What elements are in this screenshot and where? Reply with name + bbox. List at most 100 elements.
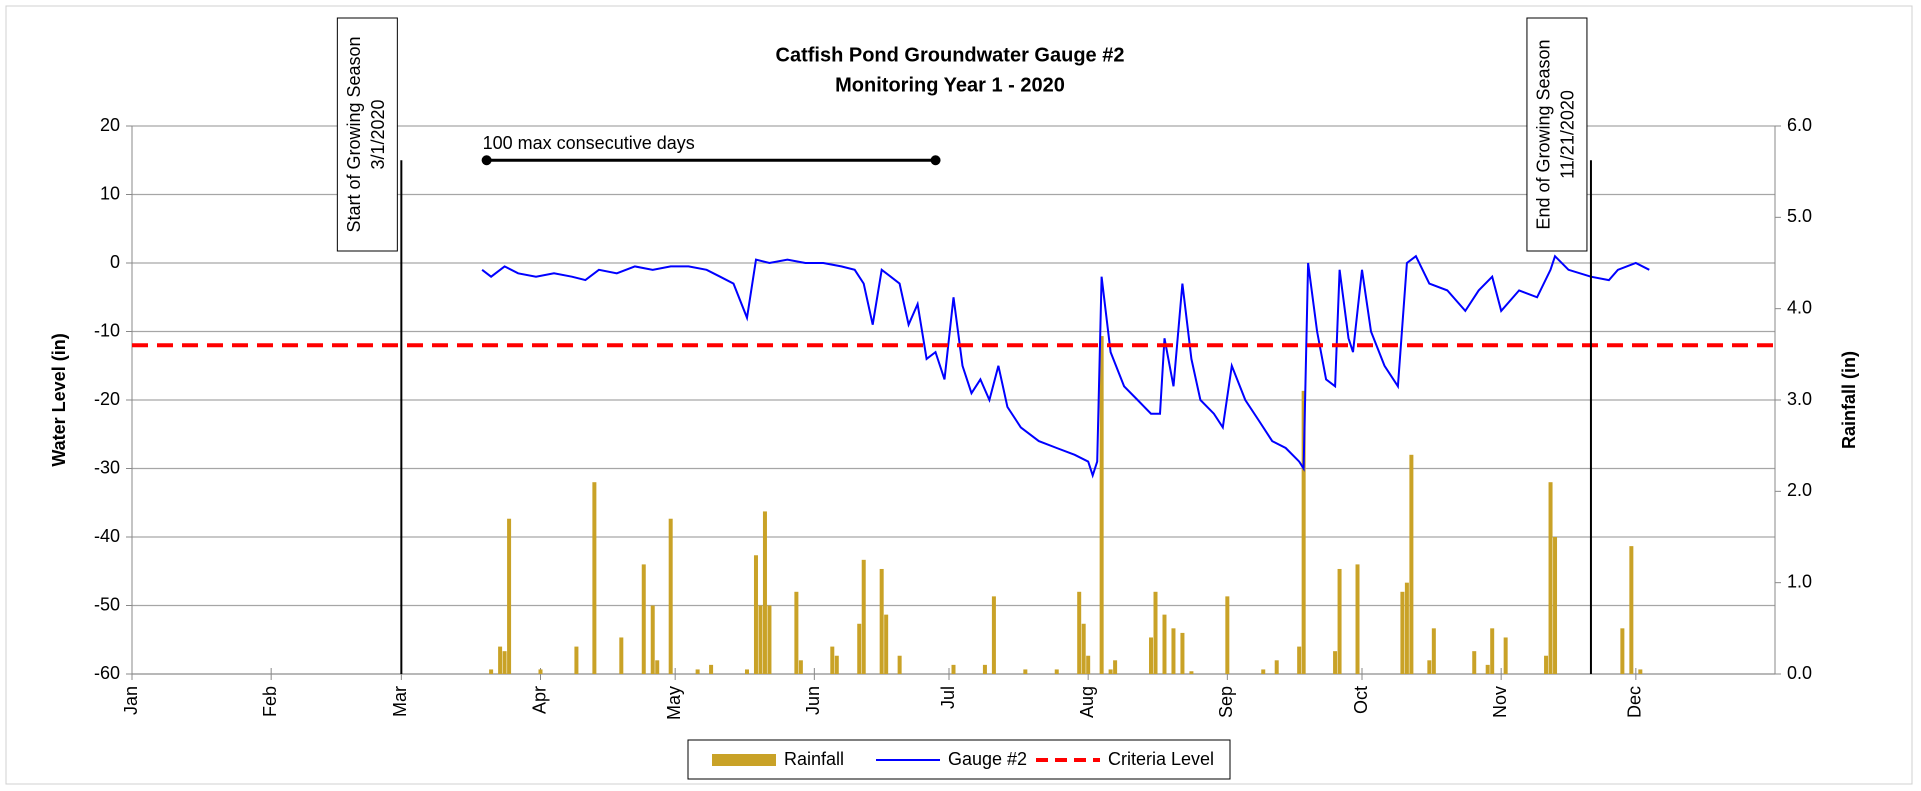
- y2-tick-label: 6.0: [1787, 115, 1812, 135]
- rain-bar: [861, 559, 866, 674]
- rain-bar: [1472, 651, 1477, 674]
- x-tick-label: Mar: [390, 686, 410, 717]
- rain-bar: [1113, 660, 1118, 674]
- y-tick-label: 20: [100, 115, 120, 135]
- rain-bar: [762, 511, 767, 674]
- y-tick-label: -10: [94, 320, 120, 340]
- rain-bar: [1171, 628, 1176, 674]
- x-tick-label: Dec: [1625, 686, 1645, 718]
- rain-bar: [502, 651, 507, 674]
- legend-label: Rainfall: [784, 749, 844, 769]
- rain-bar: [619, 637, 624, 674]
- x-tick-label: May: [664, 686, 684, 720]
- rain-bar: [1162, 614, 1167, 674]
- rain-bar: [1400, 591, 1405, 674]
- rain-bar: [668, 518, 673, 674]
- y-axis-label: Water Level (in): [49, 333, 69, 466]
- rain-bar: [709, 664, 714, 674]
- y2-axis-label: Rainfall (in): [1839, 351, 1859, 449]
- rain-bar: [1553, 537, 1558, 674]
- x-tick-label: Jul: [938, 686, 958, 709]
- rain-bar: [1409, 454, 1414, 674]
- rain-bar: [1503, 637, 1508, 674]
- rain-bar: [857, 623, 862, 674]
- rain-bar: [1054, 669, 1059, 674]
- rain-bar: [1638, 669, 1643, 674]
- y2-tick-label: 4.0: [1787, 297, 1812, 317]
- y-tick-label: -40: [94, 526, 120, 546]
- rain-bar: [1086, 655, 1091, 674]
- rain-bar: [695, 669, 700, 674]
- rain-bar: [1108, 669, 1113, 674]
- rain-bar: [991, 596, 996, 674]
- rain-bar: [1153, 591, 1158, 674]
- rain-bar: [830, 646, 835, 674]
- span-label: 100 max consecutive days: [483, 133, 695, 153]
- rain-bar: [1485, 664, 1490, 674]
- x-tick-label: Feb: [260, 686, 280, 717]
- y2-tick-label: 1.0: [1787, 571, 1812, 591]
- rain-bar: [507, 518, 512, 674]
- span-end: [930, 155, 941, 166]
- rain-bar: [745, 669, 750, 674]
- rain-bar: [1297, 646, 1302, 674]
- rain-bar: [758, 605, 763, 674]
- rain-bar: [1544, 655, 1549, 674]
- x-tick-label: Sep: [1216, 686, 1236, 718]
- rain-bar: [1189, 671, 1194, 674]
- y-tick-label: -30: [94, 457, 120, 477]
- legend: Rainfall Gauge #2 Criteria Level: [687, 739, 1231, 780]
- legend-box: [687, 739, 1231, 780]
- span-end: [481, 155, 492, 166]
- rain-bar: [1261, 669, 1266, 674]
- rain-bar: [489, 669, 494, 674]
- rain-bar: [1620, 628, 1625, 674]
- rain-bar: [655, 660, 660, 674]
- y-tick-label: -50: [94, 594, 120, 614]
- rain-bar: [1427, 660, 1432, 674]
- x-tick-label: Jan: [121, 686, 141, 715]
- rain-bar: [1333, 651, 1338, 674]
- rain-bar: [897, 655, 902, 674]
- rain-bar: [1180, 632, 1185, 674]
- rain-bar: [1337, 568, 1342, 674]
- rain-bar: [574, 646, 579, 674]
- rain-bar: [1081, 623, 1086, 674]
- rain-bar: [879, 568, 884, 674]
- y-tick-label: 0: [110, 252, 120, 272]
- rain-bar: [1023, 669, 1028, 674]
- rain-bar: [1629, 546, 1634, 674]
- rain-bar: [1149, 637, 1154, 674]
- rain-bar: [1548, 482, 1553, 674]
- x-tick-label: Nov: [1490, 686, 1510, 718]
- legend-label: Criteria Level: [1108, 749, 1214, 769]
- rain-bar: [650, 605, 655, 674]
- rain-bar: [1301, 390, 1306, 674]
- y-tick-label: -20: [94, 389, 120, 409]
- rain-bar: [1404, 582, 1409, 674]
- annotation-box: [1526, 17, 1588, 252]
- rain-bar: [834, 655, 839, 674]
- annotation-text: 3/1/2020: [368, 99, 388, 169]
- y-tick-label: -60: [94, 663, 120, 683]
- rain-bar: [794, 591, 799, 674]
- rain-bar: [1225, 596, 1230, 674]
- x-tick-label: Jun: [803, 686, 823, 715]
- rain-bar: [592, 482, 597, 674]
- annotation-text: End of Growing Season: [1534, 39, 1554, 229]
- x-tick-label: Aug: [1077, 686, 1097, 718]
- chart-subtitle: Monitoring Year 1 - 2020: [835, 74, 1065, 96]
- rain-bar: [951, 664, 956, 674]
- rain-bar: [798, 660, 803, 674]
- rain-bar: [1490, 628, 1495, 674]
- rain-bar: [1274, 660, 1279, 674]
- annotation-text: Start of Growing Season: [344, 36, 364, 232]
- legend-label: Gauge #2: [948, 749, 1027, 769]
- y2-tick-label: 5.0: [1787, 206, 1812, 226]
- rain-bar: [884, 614, 889, 674]
- legend-swatch: [712, 754, 776, 766]
- x-tick-label: Oct: [1351, 686, 1371, 714]
- rain-bar: [538, 669, 543, 674]
- annotation-box: [336, 17, 398, 252]
